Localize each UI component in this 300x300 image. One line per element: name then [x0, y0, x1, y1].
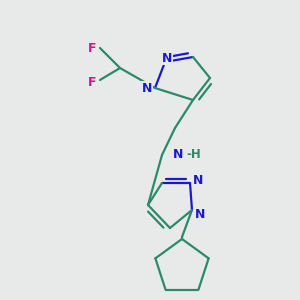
Text: N: N [142, 82, 152, 94]
Text: N: N [162, 52, 172, 64]
Text: F: F [88, 41, 96, 55]
Text: N: N [195, 208, 205, 220]
Text: -H: -H [186, 148, 201, 160]
Text: F: F [88, 76, 96, 88]
Text: N: N [173, 148, 183, 161]
Text: N: N [193, 175, 203, 188]
